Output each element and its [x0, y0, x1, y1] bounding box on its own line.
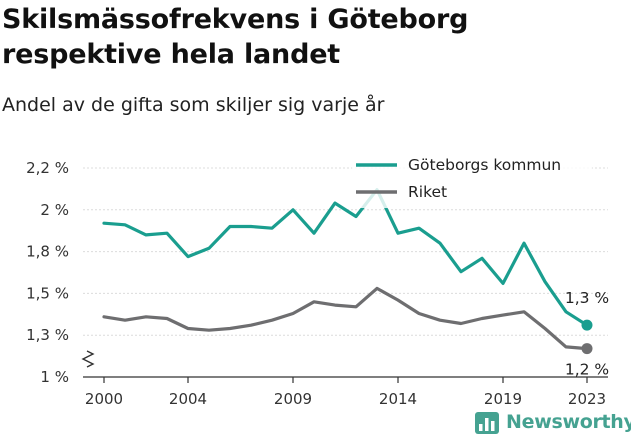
y-tick-label: 1,8 %: [26, 243, 69, 261]
series-point-0: [522, 242, 525, 245]
x-tick-label: 2014: [379, 390, 417, 408]
series-point-0: [270, 227, 273, 230]
series-point-0: [543, 280, 546, 283]
legend-label-1: Riket: [408, 183, 447, 201]
series-end-label-1: 1,2 %: [565, 361, 609, 379]
x-tick-label: 2004: [169, 390, 207, 408]
brand-name: Newsworthy: [506, 411, 631, 433]
y-tick-label: 1 %: [40, 368, 69, 386]
series-point-1: [207, 329, 210, 332]
series-line-0: [102, 188, 589, 327]
bar-chart-logo-icon: [475, 412, 499, 434]
series-point-1: [123, 319, 126, 322]
series-point-0: [459, 270, 462, 273]
series-point-0: [291, 208, 294, 211]
series-point-1: [312, 300, 315, 303]
series-point-0: [228, 225, 231, 228]
series-point-0: [480, 257, 483, 260]
series-point-1: [375, 287, 378, 290]
series-end-label-0: 1,3 %: [565, 289, 609, 307]
legend-background: [352, 150, 592, 208]
series-point-1: [354, 305, 357, 308]
series-point-1: [438, 319, 441, 322]
axis-break-icon: [81, 350, 95, 368]
y-tick-label: 2,2 %: [26, 159, 69, 177]
series-point-0: [207, 247, 210, 250]
chart-title: Skilsmässofrekvens i Göteborg respektive…: [2, 2, 468, 72]
series-point-0: [417, 227, 420, 230]
chart-subtitle: Andel av de gifta som skiljer sig varje …: [2, 94, 385, 116]
y-tick-label: 1,5 %: [26, 284, 69, 302]
series-end-marker-0: [581, 319, 593, 331]
series-point-1: [291, 312, 294, 315]
end-labels: 1,3 % 1,2 %: [565, 289, 609, 378]
series-point-1: [144, 315, 147, 318]
series-point-0: [564, 310, 567, 313]
legend: Göteborgs kommun Riket: [352, 150, 592, 208]
series-point-0: [354, 215, 357, 218]
chart-title-line-1: Skilsmässofrekvens i Göteborg: [2, 4, 469, 35]
series-end-marker-1: [581, 343, 593, 355]
series-point-1: [417, 312, 420, 315]
series-point-1: [459, 322, 462, 325]
series-point-1: [186, 327, 189, 330]
series-point-0: [312, 232, 315, 235]
series-point-0: [396, 232, 399, 235]
y-axis: 1 % 1,3 % 1,5 % 1,8 % 2 % 2,2 %: [26, 159, 95, 386]
x-axis: 2000 2004 2009 2014 2019 2023: [83, 376, 608, 408]
series-point-0: [165, 232, 168, 235]
series-point-1: [564, 345, 567, 348]
x-tick-label: 2009: [274, 390, 312, 408]
series-lines: [102, 188, 593, 355]
series-point-0: [123, 223, 126, 226]
x-tick-label: 2000: [85, 390, 123, 408]
series-point-0: [501, 282, 504, 285]
chart-title-line-2: respektive hela landet: [2, 39, 341, 70]
x-tick-label: 2019: [484, 390, 522, 408]
series-point-0: [249, 225, 252, 228]
legend-label-0: Göteborgs kommun: [408, 156, 561, 174]
series-point-1: [165, 317, 168, 320]
series-point-1: [522, 310, 525, 313]
x-tick-label: 2023: [568, 390, 606, 408]
y-tick-label: 1,3 %: [26, 326, 69, 344]
series-point-1: [480, 317, 483, 320]
series-point-0: [102, 222, 105, 225]
series-point-0: [186, 255, 189, 258]
series-point-1: [249, 324, 252, 327]
series-point-0: [144, 233, 147, 236]
series-point-1: [102, 315, 105, 318]
series-point-1: [543, 327, 546, 330]
series-point-1: [333, 304, 336, 307]
series-point-1: [501, 314, 504, 317]
series-point-1: [396, 298, 399, 301]
series-point-1: [270, 319, 273, 322]
series-line-1: [102, 286, 589, 351]
series-point-1: [228, 327, 231, 330]
y-tick-label: 2 %: [40, 201, 69, 219]
series-point-0: [438, 242, 441, 245]
series-point-0: [333, 202, 336, 205]
